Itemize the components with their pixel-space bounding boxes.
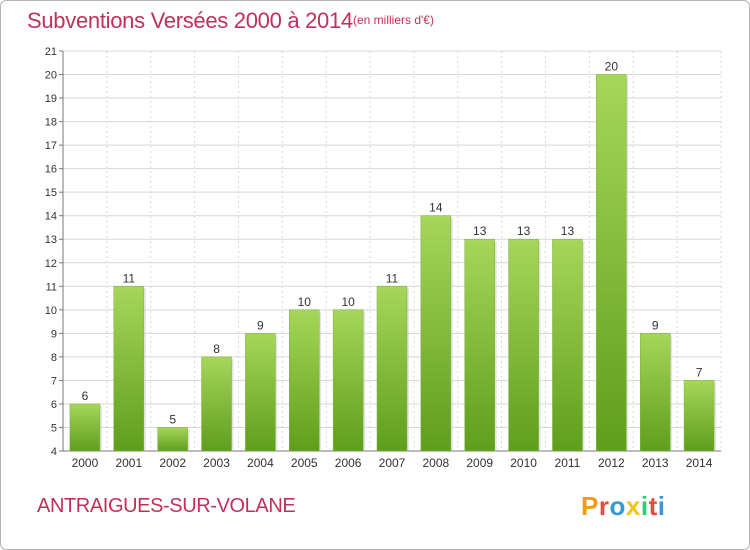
value-label: 20: [605, 60, 619, 74]
value-label: 9: [652, 318, 659, 332]
x-tick-label: 2010: [510, 456, 537, 470]
chart-title: Subventions Versées 2000 à 2014: [27, 8, 353, 33]
bar-2000: [69, 403, 101, 452]
value-label: 13: [561, 224, 575, 238]
logo-letter: x: [625, 491, 641, 521]
y-tick-label: 12: [45, 258, 57, 270]
value-label: 5: [169, 412, 176, 426]
y-tick-label: 18: [45, 117, 57, 129]
value-label: 6: [82, 389, 89, 403]
value-label: 8: [213, 342, 220, 356]
x-tick-label: 2011: [555, 456, 581, 470]
x-tick-label: 2009: [466, 456, 493, 470]
y-tick-label: 14: [45, 211, 57, 223]
y-tick-label: 7: [51, 375, 57, 387]
value-label: 10: [341, 295, 355, 309]
x-tick-label: 2006: [335, 456, 362, 470]
x-tick-label: 2005: [291, 456, 318, 470]
value-label: 10: [298, 295, 312, 309]
y-tick-label: 6: [51, 399, 57, 411]
logo-letter: P: [581, 491, 599, 521]
value-label: 11: [386, 271, 399, 285]
logo-letter: i: [640, 491, 649, 521]
bar-2005: [289, 309, 320, 452]
bar-2011: [552, 238, 583, 452]
y-tick-label: 8: [51, 352, 57, 364]
x-tick-label: 2007: [379, 456, 406, 470]
x-tick-label: 2008: [423, 456, 450, 470]
labels: 6 2000 11 2001 5 2002 8 2003 9 2004 10 2005 10 2006 11…: [72, 60, 713, 470]
bar-2004: [245, 333, 276, 452]
y-tick-label: 9: [51, 328, 57, 340]
logo-letter: r: [598, 491, 610, 521]
y-tick-label: 15: [45, 187, 57, 199]
y-tick-label: 11: [46, 281, 57, 293]
x-tick-label: 2000: [72, 456, 99, 470]
value-label: 14: [429, 201, 443, 215]
y-tick-label: 5: [51, 422, 57, 434]
y-tick-label: 13: [45, 234, 57, 246]
value-label: 11: [123, 271, 136, 285]
logo-letter: i: [657, 491, 666, 521]
value-label: 13: [473, 224, 487, 238]
x-tick-label: 2013: [642, 456, 669, 470]
bar-2006: [332, 309, 364, 452]
y-tick-label: 16: [45, 164, 57, 176]
bar-2009: [464, 238, 495, 452]
proxiti-logo[interactable]: Proxiti: [581, 491, 665, 522]
y-tick-label: 17: [45, 140, 57, 152]
y-tick-label: 19: [45, 93, 57, 105]
bar-2002: [157, 427, 188, 452]
x-tick-label: 2012: [598, 456, 625, 470]
logo-letter: o: [609, 491, 626, 521]
bar-2014: [683, 380, 715, 452]
bars: [69, 74, 717, 452]
bar-2008: [420, 215, 452, 452]
bar-2001: [113, 286, 145, 452]
x-tick-label: 2003: [203, 456, 230, 470]
y-tick-label: 10: [45, 305, 57, 317]
y-tick-label: 21: [45, 46, 57, 58]
bar-2007: [376, 286, 408, 452]
x-tick-label: 2004: [247, 456, 274, 470]
value-label: 9: [257, 318, 264, 332]
chart-unit-label: (en milliers d'€): [353, 13, 434, 27]
x-tick-label: 2001: [115, 456, 142, 470]
bar-2010: [508, 238, 539, 452]
value-label: 7: [696, 365, 703, 379]
logo-letter: t: [648, 491, 658, 521]
y-tick-label: 4: [51, 446, 57, 458]
bar-2013: [639, 333, 671, 452]
value-label: 13: [517, 224, 531, 238]
bar-2012: [596, 74, 627, 452]
commune-name: ANTRAIGUES-SUR-VOLANE: [37, 495, 296, 517]
x-tick-label: 2002: [159, 456, 186, 470]
y-tick-label: 20: [45, 70, 57, 82]
x-tick-label: 2014: [686, 456, 713, 470]
bar-2003: [201, 356, 232, 452]
